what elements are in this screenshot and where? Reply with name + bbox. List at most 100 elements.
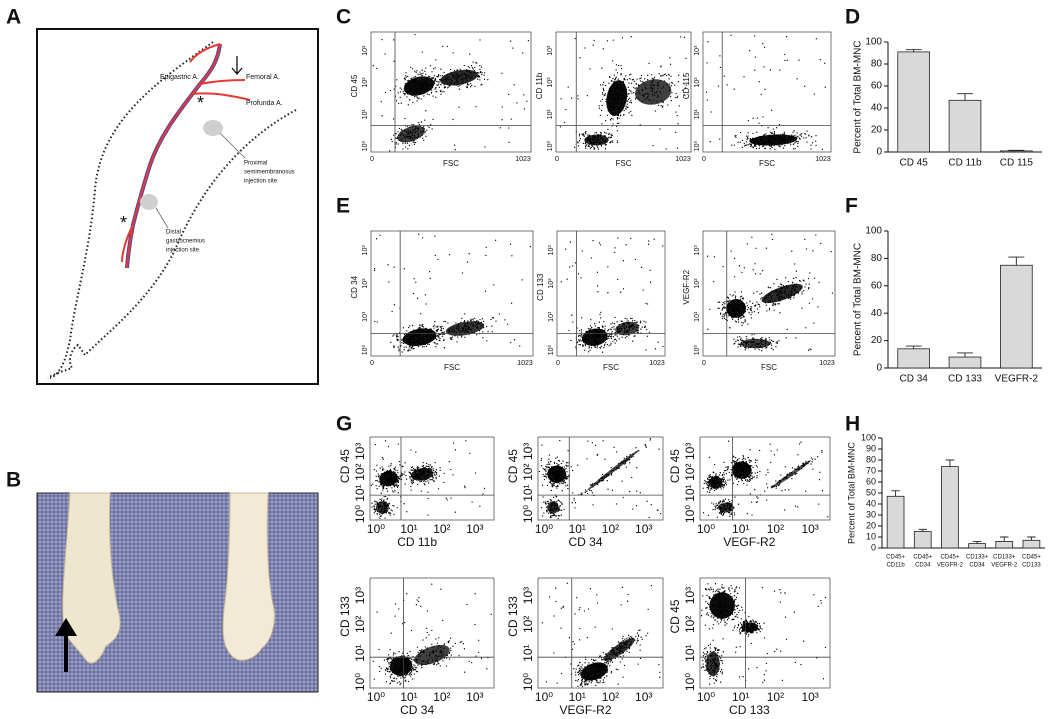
bar	[913, 531, 932, 549]
cell-dots	[541, 582, 661, 688]
y-tick-label: 40	[866, 498, 876, 508]
x-tick-label: 10³	[801, 690, 818, 704]
x-tick-label: 0	[370, 156, 374, 163]
bar	[941, 466, 959, 549]
y-axis-label: CD 45	[350, 74, 359, 97]
y-tick-label: 10³	[521, 443, 535, 460]
x-tick-label: 10¹	[400, 522, 417, 536]
y-axis-label: CD 45	[668, 599, 682, 633]
error-bar	[905, 345, 922, 349]
x-tick-label: 10⁰	[697, 522, 715, 536]
x-tick-label: 10²	[433, 690, 450, 704]
x-tick-label: VEGFR-2	[937, 563, 964, 569]
x-axis-label: FSC	[444, 363, 460, 372]
marker: *	[197, 93, 204, 113]
y-tick-label: 10³	[694, 245, 701, 256]
cell-dots	[372, 583, 492, 686]
y-tick-label: 70	[866, 465, 876, 475]
y-tick-label: 10⁰	[693, 345, 701, 356]
y-tick-label: 10²	[362, 77, 369, 88]
y-tick-label: 10⁰	[521, 505, 535, 523]
x-tick-label: CD 133	[948, 374, 982, 385]
y-axis-label: Percent of Total BM-MNC	[853, 40, 864, 153]
panel-label: D	[845, 6, 860, 29]
cell-dots	[705, 34, 826, 150]
leg-outline	[49, 41, 214, 379]
y-tick-label: 10¹	[362, 311, 369, 322]
x-tick-label: CD45+	[913, 555, 932, 561]
cell-dots	[372, 33, 530, 152]
x-tick-label: 10³	[466, 690, 483, 704]
y-tick-label: 20	[871, 125, 883, 136]
x-tick-label: 0	[702, 156, 706, 163]
y-tick-label: 10²	[683, 616, 697, 633]
y-axis-label: CD 133	[506, 596, 520, 637]
artery-branch	[121, 43, 251, 263]
error-bar	[918, 528, 927, 532]
error-bar	[1000, 536, 1009, 542]
error-bar	[1008, 149, 1025, 151]
y-tick-label: 10²	[521, 464, 535, 481]
y-tick-label: 10³	[353, 587, 367, 604]
x-tick-label: CD 115	[1000, 158, 1034, 169]
panel-label: H	[845, 413, 860, 436]
y-tick-label: 10¹	[547, 109, 554, 120]
x-tick-label: CD133	[1022, 563, 1041, 569]
x-axis-label: FSC	[443, 159, 459, 168]
photo	[36, 492, 319, 693]
y-axis-label: CD 45	[338, 449, 352, 483]
y-tick-label: 20	[866, 520, 876, 530]
x-axis-label: FSC	[616, 159, 632, 168]
x-tick-label: 10⁰	[535, 522, 553, 536]
plot-frame	[702, 31, 832, 153]
error-bar	[1008, 256, 1025, 266]
y-tick-label: 100	[865, 226, 882, 237]
y-tick-label: 10⁰	[521, 673, 535, 691]
y-tick-label: 40	[871, 103, 883, 114]
y-tick-label: 10¹	[548, 311, 555, 322]
y-tick-label: 0	[876, 147, 882, 158]
panel-label: A	[6, 6, 21, 29]
bar	[1000, 264, 1033, 369]
x-tick-label: VEGFR-2	[991, 563, 1018, 569]
y-axis-label: CD 45	[668, 449, 682, 483]
error-bar	[957, 352, 973, 358]
cell-dots	[702, 440, 829, 518]
x-tick-label: CD 11b	[948, 158, 982, 169]
y-axis-label: CD 34	[350, 275, 359, 298]
annotation: Femoral A.	[246, 74, 280, 81]
bar	[948, 356, 982, 369]
y-tick-label: 10¹	[694, 311, 701, 322]
x-tick-label: 0	[702, 360, 706, 367]
annotation: Profunda A.	[246, 100, 283, 107]
y-tick-label: 10²	[683, 464, 697, 481]
cell-dots	[706, 233, 834, 352]
x-axis-label: CD 34	[568, 535, 602, 549]
y-tick-label: 10²	[547, 77, 554, 88]
x-axis-label: FSC	[761, 363, 777, 372]
x-tick-label: 10¹	[569, 522, 586, 536]
y-tick-label: 10⁰	[683, 673, 697, 691]
y-tick-label: 10¹	[353, 484, 367, 501]
panel-label: G	[336, 413, 352, 436]
arrow	[55, 618, 77, 672]
flow-plot: 10⁰ 10¹ 10² 10³ CD 115 0 1023 FSC	[682, 31, 832, 168]
injection-site	[140, 194, 158, 210]
panel-label: B	[6, 469, 21, 492]
artery	[125, 43, 222, 269]
x-tick-label: 10⁰	[535, 690, 553, 704]
y-tick-label: 10³	[683, 443, 697, 460]
y-tick-label: 0	[871, 542, 876, 552]
y-tick-label: 10⁰	[361, 345, 369, 356]
x-tick-label: 10³	[635, 690, 652, 704]
x-tick-label: 1023	[517, 360, 533, 367]
bar	[897, 348, 930, 369]
cell-dots	[538, 437, 662, 520]
flow-plot: 10⁰ 10¹ 10² 10³ CD 11b 0 1023 FSC	[535, 31, 692, 168]
cell-cluster	[403, 76, 435, 96]
x-axis-label: FSC	[603, 363, 619, 372]
y-tick-label: 10¹	[521, 645, 535, 662]
